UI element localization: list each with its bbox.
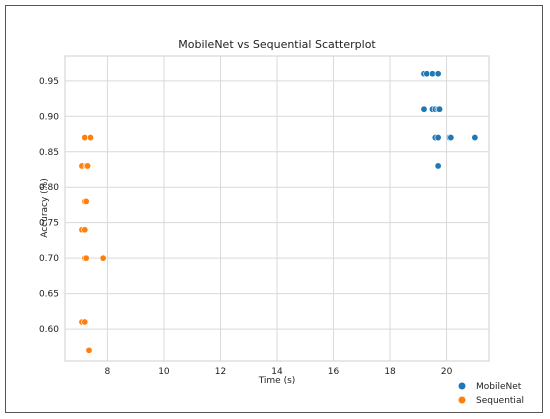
x-tick-label: 16 <box>328 367 340 377</box>
y-tick-label: 0.60 <box>39 325 59 335</box>
data-point-mobilenet <box>434 134 442 142</box>
x-tick-labels: 8 10 12 14 16 18 20 <box>105 367 453 377</box>
legend: MobileNet Sequential <box>458 382 524 406</box>
x-tick-label: 14 <box>271 367 283 377</box>
legend-label-mobilenet: MobileNet <box>476 382 522 392</box>
data-point-sequential <box>82 254 90 262</box>
grid <box>65 56 489 361</box>
y-tick-label: 0.90 <box>39 112 59 122</box>
x-tick-label: 20 <box>441 367 453 377</box>
x-tick-label: 8 <box>105 367 111 377</box>
data-point-sequential <box>81 226 89 234</box>
data-point-sequential <box>99 254 107 262</box>
data-point-sequential <box>86 134 94 142</box>
y-tick-label: 0.80 <box>39 183 59 193</box>
data-point-mobilenet <box>434 162 442 170</box>
data-point-mobilenet <box>434 70 442 78</box>
y-tick-label: 0.65 <box>39 290 59 300</box>
y-tick-label: 0.70 <box>39 254 59 264</box>
y-tick-label: 0.95 <box>39 77 59 87</box>
data-point-sequential <box>82 197 90 205</box>
legend-marker-mobilenet <box>458 382 466 390</box>
x-tick-label: 18 <box>384 367 396 377</box>
x-tick-label: 10 <box>158 367 170 377</box>
y-axis-label: Accuracy (%) <box>40 178 50 238</box>
y-tick-label: 0.85 <box>39 148 59 158</box>
x-tick-label: 12 <box>215 367 226 377</box>
data-point-mobilenet <box>436 105 444 113</box>
data-point-sequential <box>85 346 93 354</box>
data-points <box>78 70 479 354</box>
y-tick-label: 0.75 <box>39 219 59 229</box>
data-point-mobilenet <box>471 134 479 142</box>
data-point-sequential <box>81 318 89 326</box>
data-point-mobilenet <box>447 134 455 142</box>
data-point-mobilenet <box>420 105 428 113</box>
y-tick-labels: 0.60 0.65 0.70 0.75 0.80 0.85 0.90 0.95 <box>39 77 59 335</box>
x-axis-label: Time (s) <box>258 376 296 386</box>
chart-title: MobileNet vs Sequential Scatterplot <box>178 38 376 51</box>
data-point-sequential <box>84 162 92 170</box>
legend-label-sequential: Sequential <box>476 396 524 406</box>
legend-marker-sequential <box>458 396 466 404</box>
